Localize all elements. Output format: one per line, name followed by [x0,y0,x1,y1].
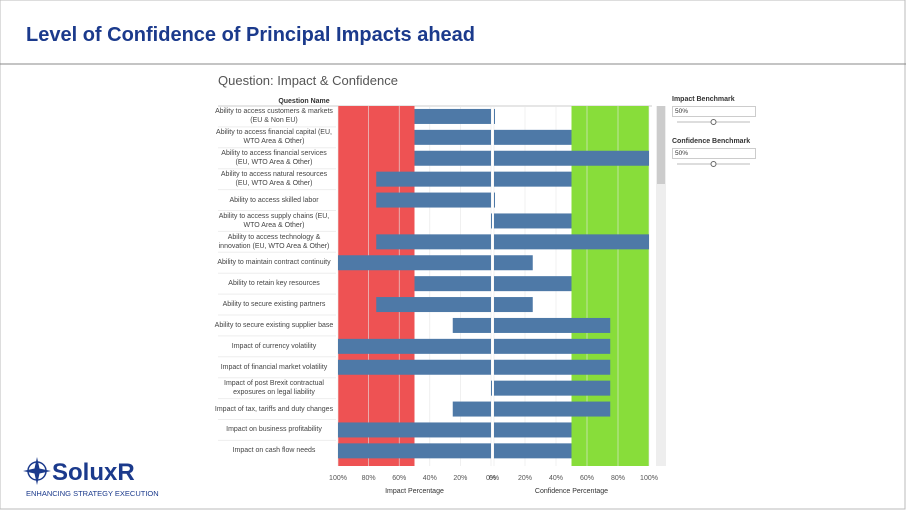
category-label: Ability to retain key resources [228,280,320,288]
x-tick-label: 20% [518,475,532,482]
bar [376,171,491,187]
category-label: Ability to secure existing supplier base [214,321,334,329]
x-axis-title: Impact Percentage [385,488,444,495]
x-tick-label: 20% [453,475,467,482]
benchmark-band [338,106,415,466]
bar [414,276,491,292]
category-label: Impact on business profitability [226,426,322,434]
scrollbar[interactable] [656,106,666,466]
bar [494,234,649,250]
category-label: Ability to maintain contract continuity [217,259,331,267]
bar [494,443,572,459]
category-label: Ability to access supply chains (EU, WTO… [218,212,330,229]
x-tick-label: 40% [423,475,437,482]
bar [452,401,491,417]
bar [494,359,611,375]
x-tick-label: 40% [549,475,563,482]
bar [494,317,611,333]
bar [494,297,533,313]
dashboard-title: Question: Impact & Confidence [218,73,398,88]
category-label: Ability to access customers & markets (E… [215,108,333,125]
category-label: Ability to access technology & innovatio… [218,233,330,250]
bar [494,255,533,271]
control-input[interactable]: 50% [672,148,756,159]
row-header: Question Name [278,98,329,105]
bar [494,108,495,124]
slider-thumb[interactable] [710,119,717,125]
category-label: Impact of currency volatility [231,342,317,350]
bar [376,192,491,208]
bar [494,401,611,417]
bar [338,255,491,271]
category-label: Impact of tax, tariffs and duty changes [214,405,334,413]
bar [494,422,572,438]
x-tick-label: 80% [611,475,625,482]
bar [414,150,491,166]
category-label: Ability to access skilled labor [229,196,319,204]
x-tick-label: 100% [329,475,347,482]
logo-name: SoluxR [52,459,135,486]
bar [491,213,492,229]
logo: SoluxR ENHANCING STRATEGY EXECUTION [23,457,159,498]
category-label: Impact on cash flow needs [232,447,316,455]
category-label: Ability to secure existing partners [222,301,326,309]
scroll-thumb[interactable] [657,106,665,184]
bar [414,129,491,145]
bar [494,171,572,187]
control-input[interactable]: 50% [672,106,756,117]
category-label: Ability to access natural resources (EU,… [220,171,328,188]
control-label: Impact Benchmark [672,96,735,103]
x-tick-label: 60% [392,475,406,482]
x-tick-label: 60% [580,475,594,482]
control-label: Confidence Benchmark [672,138,751,145]
slide-title: Level of Confidence of Principal Impacts… [26,24,475,46]
bar [414,108,491,124]
bar [491,380,492,396]
x-tick-label: 0% [489,475,499,482]
bar [452,317,491,333]
x-tick-label: 0% [486,475,496,482]
bar [338,443,491,459]
bar [494,338,611,354]
bar [494,150,649,166]
bar [338,359,491,375]
x-tick-label: 100% [640,475,658,482]
category-label: Impact of financial market volatility [220,363,328,371]
x-axis-title: Confidence Percentage [535,488,608,495]
bar [338,422,491,438]
bar [376,234,491,250]
bar [494,276,572,292]
x-tick-label: 80% [362,475,376,482]
logo-tagline: ENHANCING STRATEGY EXECUTION [26,489,159,498]
category-label: Impact of post Brexit contractual exposu… [224,380,324,397]
slider-thumb[interactable] [710,161,717,167]
category-label: Ability to access financial services (EU… [221,150,327,167]
bar [338,338,491,354]
category-label: Ability to access financial capital (EU,… [216,129,332,146]
bar [494,192,495,208]
bar [376,297,491,313]
bar [494,213,572,229]
bar [494,380,611,396]
bar [494,129,572,145]
